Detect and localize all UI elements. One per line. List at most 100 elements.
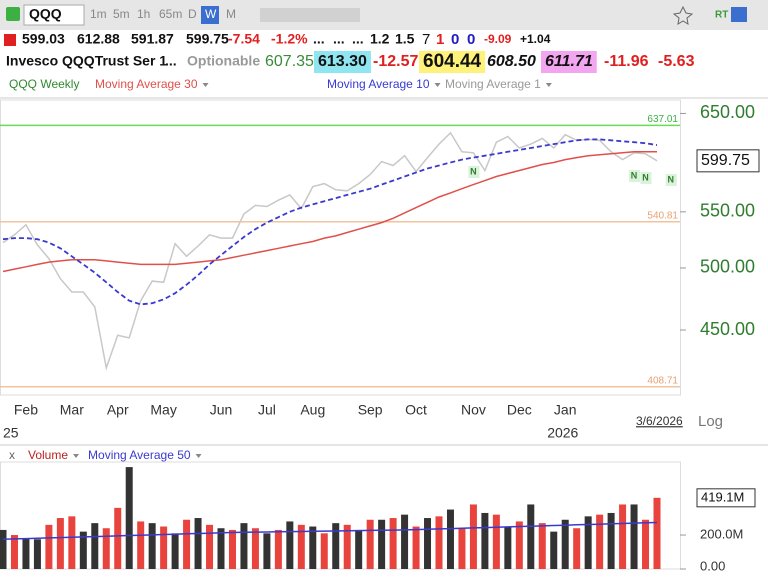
volume-bar	[320, 533, 328, 569]
volume-bar	[297, 524, 305, 569]
legend-entry[interactable]: Moving Average 30	[95, 77, 198, 91]
volume-bar	[619, 504, 627, 569]
volume-bar	[515, 521, 523, 569]
signal-label: N	[642, 172, 649, 182]
series-line	[2, 131, 658, 371]
volume-bar	[378, 519, 386, 569]
volume-bar	[343, 524, 351, 569]
volume-bar	[446, 509, 454, 569]
scale-label[interactable]: Log	[698, 413, 723, 430]
symbol-box[interactable]	[23, 4, 85, 26]
volume-bar	[114, 507, 122, 569]
x-tick-label: Mar	[60, 402, 84, 418]
quote-value: 611.71	[545, 53, 593, 70]
volume-bar	[125, 467, 133, 569]
volume-bar	[504, 526, 512, 569]
legend-prefix: x	[9, 448, 15, 462]
y-tick-label: 550.00	[700, 201, 755, 221]
level-label: 540.81	[647, 210, 678, 221]
volume-bar	[56, 518, 64, 569]
quote-value: ...	[313, 31, 325, 47]
volume-bar	[653, 497, 661, 569]
symbol[interactable]: QQQ	[29, 6, 62, 22]
price-label: 599.75	[701, 152, 750, 169]
s-icon[interactable]	[731, 7, 747, 22]
x-tick-label: Jan	[554, 402, 577, 418]
x-tick-label: Jul	[258, 402, 276, 418]
volume-bar	[435, 516, 443, 569]
volume-bar	[228, 529, 236, 569]
rt-label: RT	[715, 10, 728, 21]
interval[interactable]: 65m	[159, 7, 182, 21]
y-tick-label: 200.0M	[700, 526, 743, 541]
quote-value: Invesco QQQTrust Ser 1	[6, 53, 167, 69]
interval[interactable]: W	[205, 7, 217, 21]
quote-value: ...	[165, 53, 177, 69]
date-label: 3/6/2026	[636, 414, 683, 428]
volume-bar	[263, 533, 271, 569]
volume-bar	[642, 519, 650, 569]
signal-label: N	[470, 166, 477, 176]
volume-bar	[527, 504, 535, 569]
volume-bar	[332, 523, 340, 569]
volume-bar	[274, 529, 282, 569]
year-label: 25	[3, 425, 19, 441]
volume-bar	[286, 521, 294, 569]
quote-value: 0	[451, 31, 459, 48]
quote-value: -1.2%	[271, 31, 308, 47]
series-line	[2, 521, 658, 541]
interval[interactable]: 5m	[113, 7, 130, 21]
volume-bar	[401, 514, 409, 569]
legend-entry[interactable]: Moving Average 50	[88, 448, 191, 462]
add-icon[interactable]	[6, 7, 20, 21]
quote-value: -11.96	[604, 53, 649, 70]
signal-marker	[629, 170, 641, 182]
quote-value: 7	[422, 31, 430, 48]
volume-bar	[630, 504, 638, 569]
volume-bar	[22, 538, 30, 569]
interval[interactable]: 1h	[137, 7, 150, 21]
quote-value: Optionable	[187, 53, 260, 69]
volume-bar	[194, 518, 202, 569]
series-line	[2, 138, 658, 306]
volume-bar	[389, 518, 397, 569]
legend-entry[interactable]: Volume	[28, 448, 68, 462]
level-label: 637.01	[647, 114, 678, 125]
star-icon[interactable]	[672, 5, 694, 25]
volume-bar	[79, 531, 87, 569]
interval-active[interactable]	[201, 6, 219, 24]
interval[interactable]: D	[188, 7, 197, 21]
volume-bar	[148, 523, 156, 569]
quote-value: 613.30	[318, 53, 367, 70]
volume-bar	[596, 514, 604, 569]
volume-bar	[412, 526, 420, 569]
interval[interactable]: 1m	[90, 7, 107, 21]
volume-bar	[561, 519, 569, 569]
volume-bar	[171, 533, 179, 569]
quote-value: 0	[467, 31, 475, 48]
interval[interactable]: M	[226, 7, 236, 21]
series-line	[2, 151, 657, 273]
quote-value: 604.44	[423, 51, 482, 72]
quote-value: -9.09	[484, 32, 512, 46]
y-tick-label: 650.00	[700, 102, 755, 122]
quote-value: ...	[352, 31, 364, 47]
legend-entry[interactable]: Moving Average 1	[445, 77, 541, 91]
tool-icons[interactable]	[260, 8, 360, 22]
quote-value: 608.50	[487, 53, 536, 70]
value-label: 419.1M	[701, 489, 744, 504]
x-tick-label: Aug	[300, 402, 325, 418]
volume-bar	[469, 504, 477, 569]
y-tick-label: 450.00	[700, 319, 755, 339]
chart-title[interactable]: QQQ Weekly	[9, 77, 79, 91]
quote-value: -7.54	[228, 31, 260, 47]
add-icon	[4, 34, 16, 46]
legend-entry[interactable]: Moving Average 10	[327, 77, 430, 91]
quote-value: 1	[436, 31, 444, 48]
volume-plot	[0, 461, 681, 570]
x-tick-label: Nov	[461, 402, 486, 418]
volume-bar	[0, 529, 7, 569]
volume-bar	[217, 528, 225, 569]
quote-value: 599.03	[22, 31, 65, 47]
